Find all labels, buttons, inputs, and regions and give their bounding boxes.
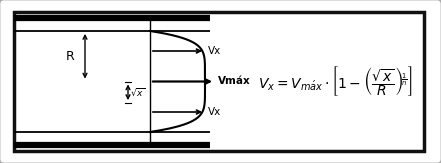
Text: $V_x = V_{m\acute{a}x} \cdot \left[1 - \left(\dfrac{\sqrt{x}}{R}\right)^{\!\frac: $V_x = V_{m\acute{a}x} \cdot \left[1 - \… — [258, 65, 412, 98]
FancyBboxPatch shape — [14, 12, 424, 151]
Text: $\sqrt{x}$: $\sqrt{x}$ — [130, 86, 146, 98]
Text: Vx: Vx — [208, 46, 221, 56]
Text: Vmáx: Vmáx — [218, 76, 251, 87]
Text: Vx: Vx — [208, 107, 221, 117]
Text: R: R — [66, 50, 75, 63]
